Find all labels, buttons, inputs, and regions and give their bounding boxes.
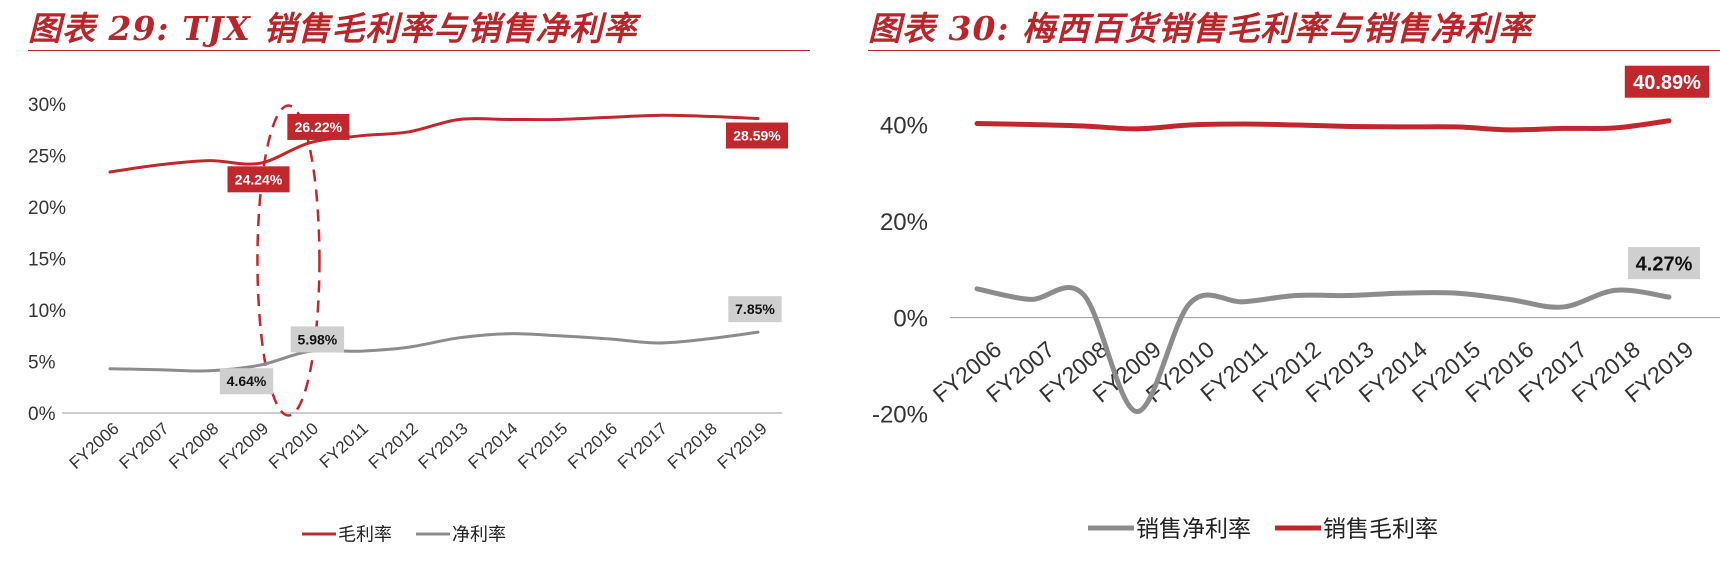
y-tick-label: -20% (872, 402, 928, 429)
x-tick-label: FY2015 (514, 419, 571, 473)
y-tick-label: 10% (28, 301, 66, 322)
legend-label: 销售毛利率 (1323, 516, 1438, 542)
x-tick-label: FY2019 (714, 419, 771, 473)
macys-margin-chart: -20%0%20%40%FY2006FY2007FY2008FY2009FY20… (872, 65, 1720, 542)
y-tick-label: 20% (880, 209, 928, 236)
x-tick-label: FY2009 (215, 419, 272, 473)
series-line-a (974, 285, 1672, 415)
data-label-box (290, 326, 345, 353)
x-tick-label: FY2006 (66, 419, 123, 473)
y-tick-label: 15% (28, 249, 66, 270)
y-tick-label: 5% (28, 352, 56, 373)
y-tick-label: 30% (28, 95, 66, 116)
x-tick-label: FY2008 (165, 419, 222, 473)
data-label: 5.98% (298, 331, 338, 347)
y-tick-label: 25% (28, 146, 66, 167)
data-label-box (1628, 247, 1700, 280)
x-tick-label: FY2016 (564, 419, 621, 473)
data-label-box (287, 113, 350, 140)
y-tick-label: 0% (28, 404, 56, 425)
data-label: 24.24% (235, 171, 283, 187)
x-tick-label: FY2011 (316, 419, 372, 472)
chart-title-left: 图表 29: TJX 销售毛利率与销售净利率 (28, 9, 638, 48)
data-label: 4.27% (1636, 253, 1693, 275)
x-tick-label: FY2012 (365, 419, 422, 473)
legend-label: 毛利率 (338, 524, 392, 545)
x-tick-label: FY2010 (265, 419, 322, 473)
legend-label: 销售净利率 (1136, 516, 1251, 542)
y-tick-label: 0% (893, 305, 928, 332)
data-label-box (227, 166, 290, 193)
legend-label: 净利率 (452, 524, 506, 545)
macys-margin-panel: 图表 30: 梅西百货销售毛利率与销售净利率 -20% 0% 20% 40% FY200… (840, 0, 1720, 564)
data-label: 26.22% (295, 119, 343, 135)
y-tick-label: 20% (28, 198, 66, 219)
series-line-b (108, 330, 760, 373)
tjx-margin-chart: 0%5%10%15%20%25%30%FY2006FY2007FY2008FY2… (28, 95, 789, 545)
x-tick-label: FY2013 (415, 419, 472, 473)
x-tick-label: FY2018 (664, 419, 721, 473)
title-rule-right (868, 50, 1720, 51)
x-tick-label: FY2017 (614, 419, 671, 473)
tjx-margin-panel: 图表 29: TJX 销售毛利率与销售净利率 0% 5% 10% 15% 20% 25% 3… (0, 0, 810, 564)
title-rule-left (28, 50, 810, 51)
y-tick-label: 40% (880, 113, 928, 140)
series-line-b (974, 118, 1672, 133)
chart-title-right: 图表 30: 梅西百货销售毛利率与销售净利率 (868, 9, 1533, 48)
data-label: 7.85% (735, 301, 775, 317)
data-label: 40.89% (1633, 72, 1701, 94)
highlight-ellipse (256, 104, 321, 417)
data-label: 4.64% (227, 373, 267, 389)
x-tick-label: FY2007 (116, 419, 173, 473)
data-label-box (1624, 65, 1710, 98)
series-line-a (108, 113, 760, 174)
data-label-box (728, 296, 782, 323)
data-label: 28.59% (733, 128, 781, 144)
data-label-box (725, 122, 789, 149)
data-label-box (219, 368, 274, 395)
x-tick-label: FY2014 (464, 419, 521, 473)
